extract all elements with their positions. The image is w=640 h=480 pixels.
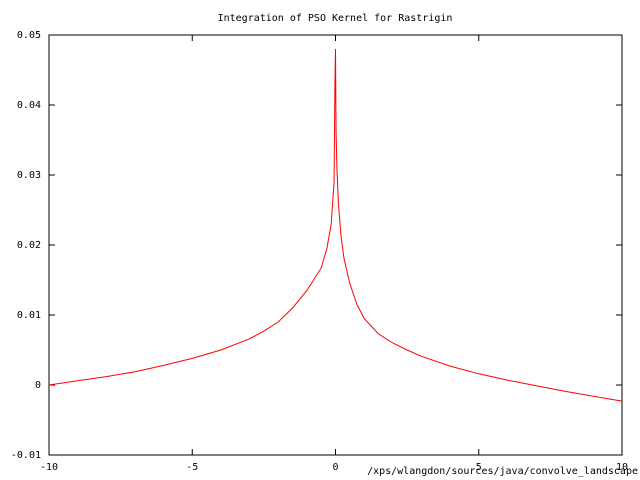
y-tick-label: 0.05 xyxy=(17,30,41,41)
x-tick-label: 0 xyxy=(332,462,338,473)
y-tick-label: 0 xyxy=(35,380,41,391)
x-tick-label: 10 xyxy=(616,462,628,473)
x-tick-label: -10 xyxy=(40,462,58,473)
y-tick-label: 0.02 xyxy=(17,240,41,251)
x-tick-label: 5 xyxy=(476,462,482,473)
y-tick-label: 0.01 xyxy=(17,310,41,321)
x-tick-label: -5 xyxy=(186,462,198,473)
y-tick-label: 0.03 xyxy=(17,170,41,181)
annotation: /xps/wlangdon/sources/java/convolve_land… xyxy=(367,466,638,477)
data-line xyxy=(48,48,623,402)
chart-title: Integration of PSO Kernel for Rastrigin xyxy=(218,13,453,24)
y-tick-label: -0.01 xyxy=(11,450,41,461)
y-tick-label: 0.04 xyxy=(17,100,41,111)
